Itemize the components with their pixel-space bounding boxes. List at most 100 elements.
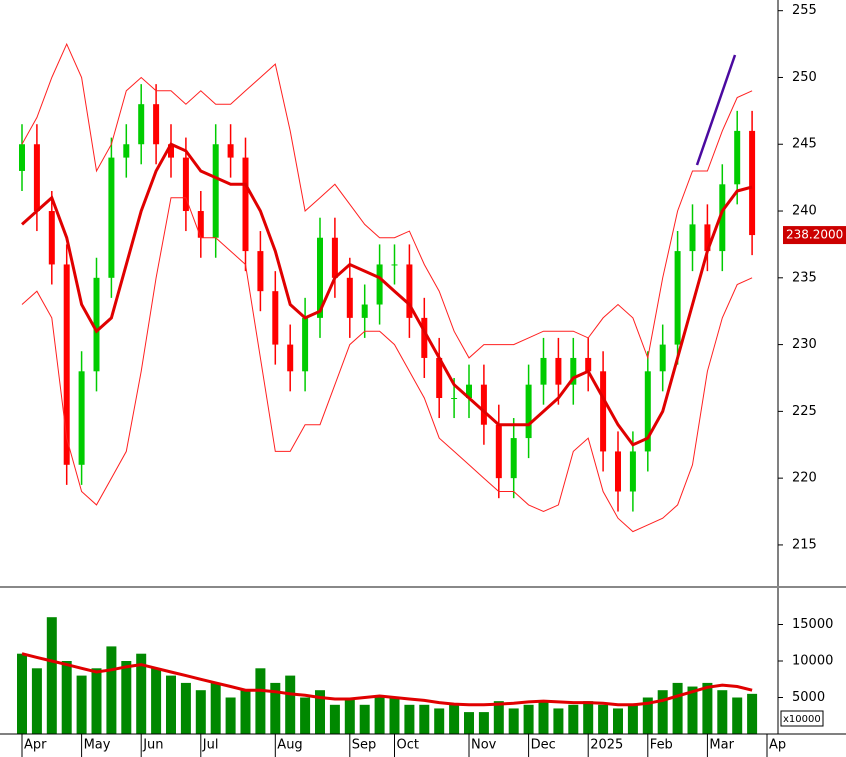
candle-body: [704, 224, 711, 252]
candle-body: [719, 184, 726, 252]
volume-bar: [598, 704, 609, 734]
candle-body: [525, 384, 532, 439]
volume-bar: [315, 690, 325, 734]
last-price-label: 238.2000: [786, 228, 843, 242]
candle-body: [153, 104, 160, 145]
line-series: [20, 142, 753, 447]
candle-body: [287, 344, 294, 372]
y-tick-label: 220: [792, 471, 817, 486]
candle-body: [138, 104, 145, 145]
candle-body: [495, 424, 502, 479]
volume-bar: [270, 682, 281, 734]
candle-body: [644, 371, 651, 452]
volume-bar: [434, 708, 445, 734]
volume-bar: [538, 701, 549, 734]
candle-body: [674, 251, 681, 345]
candle-body: [19, 144, 25, 171]
candle-body: [406, 264, 413, 318]
y-tick-label: 15000: [792, 617, 833, 632]
volume-bar: [657, 690, 668, 734]
volume-bar: [687, 686, 698, 734]
candle-body: [63, 264, 70, 465]
y-tick-label: 215: [792, 537, 817, 552]
volume-bar: [583, 701, 594, 734]
y-tick-label: 245: [792, 137, 817, 152]
volume-bar: [613, 708, 623, 734]
y-tick-label: 230: [792, 337, 817, 352]
candle-body: [272, 291, 279, 345]
x-tick-label: Sep: [352, 738, 377, 753]
volume-bar: [240, 690, 251, 734]
volume-bar: [285, 675, 296, 734]
y-tick-label: 255: [792, 3, 817, 18]
candle-body: [540, 357, 547, 385]
y-tick-label: 10000: [792, 654, 833, 669]
candle-body: [123, 144, 130, 158]
candle-body: [302, 317, 309, 372]
volume-bar: [121, 661, 132, 734]
volume-bar: [329, 704, 340, 734]
candle-body: [659, 344, 666, 372]
line-series: [21, 652, 753, 707]
volume-bar: [404, 704, 415, 734]
x-tick-label: Mar: [709, 738, 734, 753]
x-tick-label: Oct: [397, 738, 419, 753]
volume-bar: [359, 704, 370, 734]
volume-bar: [672, 682, 683, 734]
candle-body: [168, 144, 174, 158]
volume-bar: [31, 668, 42, 734]
x-tick-label: Nov: [471, 738, 497, 753]
volume-bar: [106, 646, 117, 734]
candle-body: [376, 264, 383, 305]
candle-body: [629, 451, 636, 492]
candle-body: [361, 304, 368, 318]
candle-body: [212, 144, 219, 238]
candle-body: [197, 211, 204, 238]
volume-bar: [732, 697, 743, 734]
volume-bar: [344, 697, 355, 734]
volume-bar: [46, 617, 57, 734]
volume-bar: [553, 708, 564, 734]
volume-bar: [195, 690, 206, 734]
candle-body: [108, 157, 115, 278]
volume-bar: [717, 690, 728, 734]
volume-bar: [225, 697, 236, 734]
volume-bar: [449, 704, 460, 734]
volume-bar: [568, 704, 579, 734]
candle-body: [600, 371, 607, 452]
x-tick-label: Apr: [24, 738, 47, 753]
candle-body: [33, 144, 40, 212]
x-tick-label: Dec: [531, 738, 556, 753]
y-tick-label: 5000: [792, 690, 825, 705]
volume-bar: [493, 701, 504, 734]
x-tick-label: Ap: [769, 738, 786, 753]
volume-bar: [523, 704, 534, 734]
x-tick-label: Jul: [202, 738, 219, 753]
volume-bar: [91, 668, 102, 734]
volume-bar: [136, 653, 147, 734]
y-tick-label: 225: [792, 404, 817, 419]
volume-bar: [151, 668, 162, 734]
candle-body: [227, 144, 234, 158]
candle-body: [749, 130, 756, 236]
volume-bar: [642, 697, 653, 734]
candle-body: [436, 357, 443, 399]
candle-body: [391, 264, 398, 266]
volume-bar: [464, 712, 474, 734]
candle-body: [257, 251, 264, 292]
candle-body: [93, 277, 100, 372]
unit-label: x10000: [783, 714, 821, 725]
y-tick-label: 240: [792, 204, 817, 219]
volume-bar: [210, 682, 221, 734]
volume-bar: [17, 653, 27, 734]
volume-bar: [255, 668, 266, 734]
x-tick-label: Aug: [277, 738, 302, 753]
x-tick-label: Jun: [142, 738, 163, 753]
candle-body: [421, 317, 428, 358]
candle-body: [346, 277, 353, 318]
volume-bar: [478, 712, 489, 734]
candle-body: [331, 237, 338, 278]
candle-body: [734, 130, 741, 185]
candle-body: [48, 211, 55, 265]
